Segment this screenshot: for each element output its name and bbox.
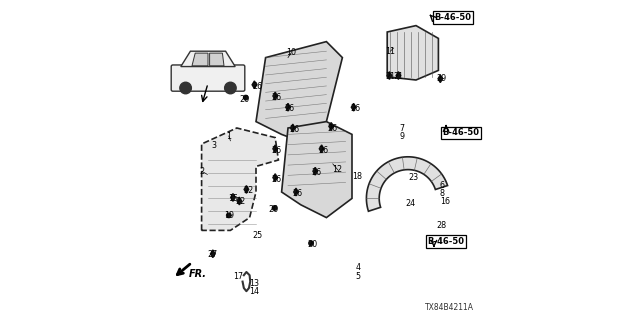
Text: 26: 26 <box>272 93 282 102</box>
Text: 26: 26 <box>272 146 282 155</box>
Text: 27: 27 <box>207 250 218 259</box>
Text: 9: 9 <box>399 132 404 140</box>
Polygon shape <box>252 81 257 89</box>
Text: 26: 26 <box>285 104 294 113</box>
Text: 26: 26 <box>318 146 328 155</box>
Text: 20: 20 <box>240 95 250 104</box>
Text: B-46-50: B-46-50 <box>428 237 464 246</box>
Circle shape <box>227 213 231 218</box>
Text: 26: 26 <box>253 82 262 91</box>
Polygon shape <box>367 157 447 211</box>
Polygon shape <box>387 72 392 79</box>
Text: 5: 5 <box>356 272 361 281</box>
Text: 16: 16 <box>440 197 450 206</box>
Polygon shape <box>329 123 333 130</box>
Polygon shape <box>210 53 224 66</box>
Polygon shape <box>282 122 352 218</box>
Circle shape <box>225 82 236 94</box>
Text: 26: 26 <box>328 124 338 132</box>
Polygon shape <box>230 194 236 201</box>
Polygon shape <box>396 72 401 79</box>
Circle shape <box>308 241 314 245</box>
Polygon shape <box>319 145 324 153</box>
Text: 6: 6 <box>439 181 444 190</box>
Text: 24: 24 <box>405 199 415 208</box>
Text: 13: 13 <box>250 279 259 288</box>
Text: 23: 23 <box>408 173 419 182</box>
Text: 20: 20 <box>307 240 317 249</box>
Text: TX84B4211A: TX84B4211A <box>424 303 474 312</box>
Polygon shape <box>273 174 278 181</box>
Text: 11: 11 <box>385 47 396 56</box>
Text: 7: 7 <box>399 124 404 132</box>
Circle shape <box>180 82 191 94</box>
Polygon shape <box>438 75 443 83</box>
Polygon shape <box>192 53 208 66</box>
Text: 26: 26 <box>272 175 282 184</box>
Text: 3: 3 <box>212 141 217 150</box>
Polygon shape <box>273 145 278 153</box>
Text: 12: 12 <box>333 165 342 174</box>
Text: FR.: FR. <box>189 268 207 279</box>
Polygon shape <box>244 186 249 193</box>
Text: 10: 10 <box>286 48 296 57</box>
Text: 22: 22 <box>243 186 253 195</box>
Text: 17: 17 <box>234 272 243 281</box>
Text: 19: 19 <box>224 212 234 220</box>
Text: 8: 8 <box>439 189 444 198</box>
Text: 25: 25 <box>252 231 263 240</box>
Text: 2: 2 <box>199 167 204 176</box>
Polygon shape <box>202 128 278 230</box>
Polygon shape <box>237 197 242 205</box>
Polygon shape <box>291 124 295 132</box>
Text: 26: 26 <box>312 168 322 177</box>
Text: 20: 20 <box>269 205 278 214</box>
Text: 4: 4 <box>356 263 361 272</box>
Polygon shape <box>273 92 278 100</box>
Text: 18: 18 <box>353 172 362 180</box>
Text: 26: 26 <box>292 189 303 198</box>
Text: B-46-50: B-46-50 <box>443 128 479 137</box>
Text: 15: 15 <box>228 194 239 203</box>
Text: 1: 1 <box>227 132 231 140</box>
Polygon shape <box>211 250 215 258</box>
Text: 21: 21 <box>394 72 403 81</box>
Polygon shape <box>285 103 291 111</box>
Text: 28: 28 <box>436 221 447 230</box>
Text: 22: 22 <box>235 197 245 206</box>
Circle shape <box>272 206 277 210</box>
Text: 14: 14 <box>250 287 259 296</box>
Polygon shape <box>351 103 356 111</box>
Text: 29: 29 <box>436 74 447 83</box>
Text: 21: 21 <box>385 72 396 81</box>
Text: 26: 26 <box>350 104 360 113</box>
Text: B-46-50: B-46-50 <box>435 13 472 22</box>
Circle shape <box>243 95 248 100</box>
FancyBboxPatch shape <box>172 65 245 91</box>
Polygon shape <box>181 51 236 67</box>
Polygon shape <box>387 26 438 80</box>
Polygon shape <box>313 167 317 175</box>
Text: 26: 26 <box>289 125 300 134</box>
Polygon shape <box>256 42 342 144</box>
Polygon shape <box>294 188 298 196</box>
